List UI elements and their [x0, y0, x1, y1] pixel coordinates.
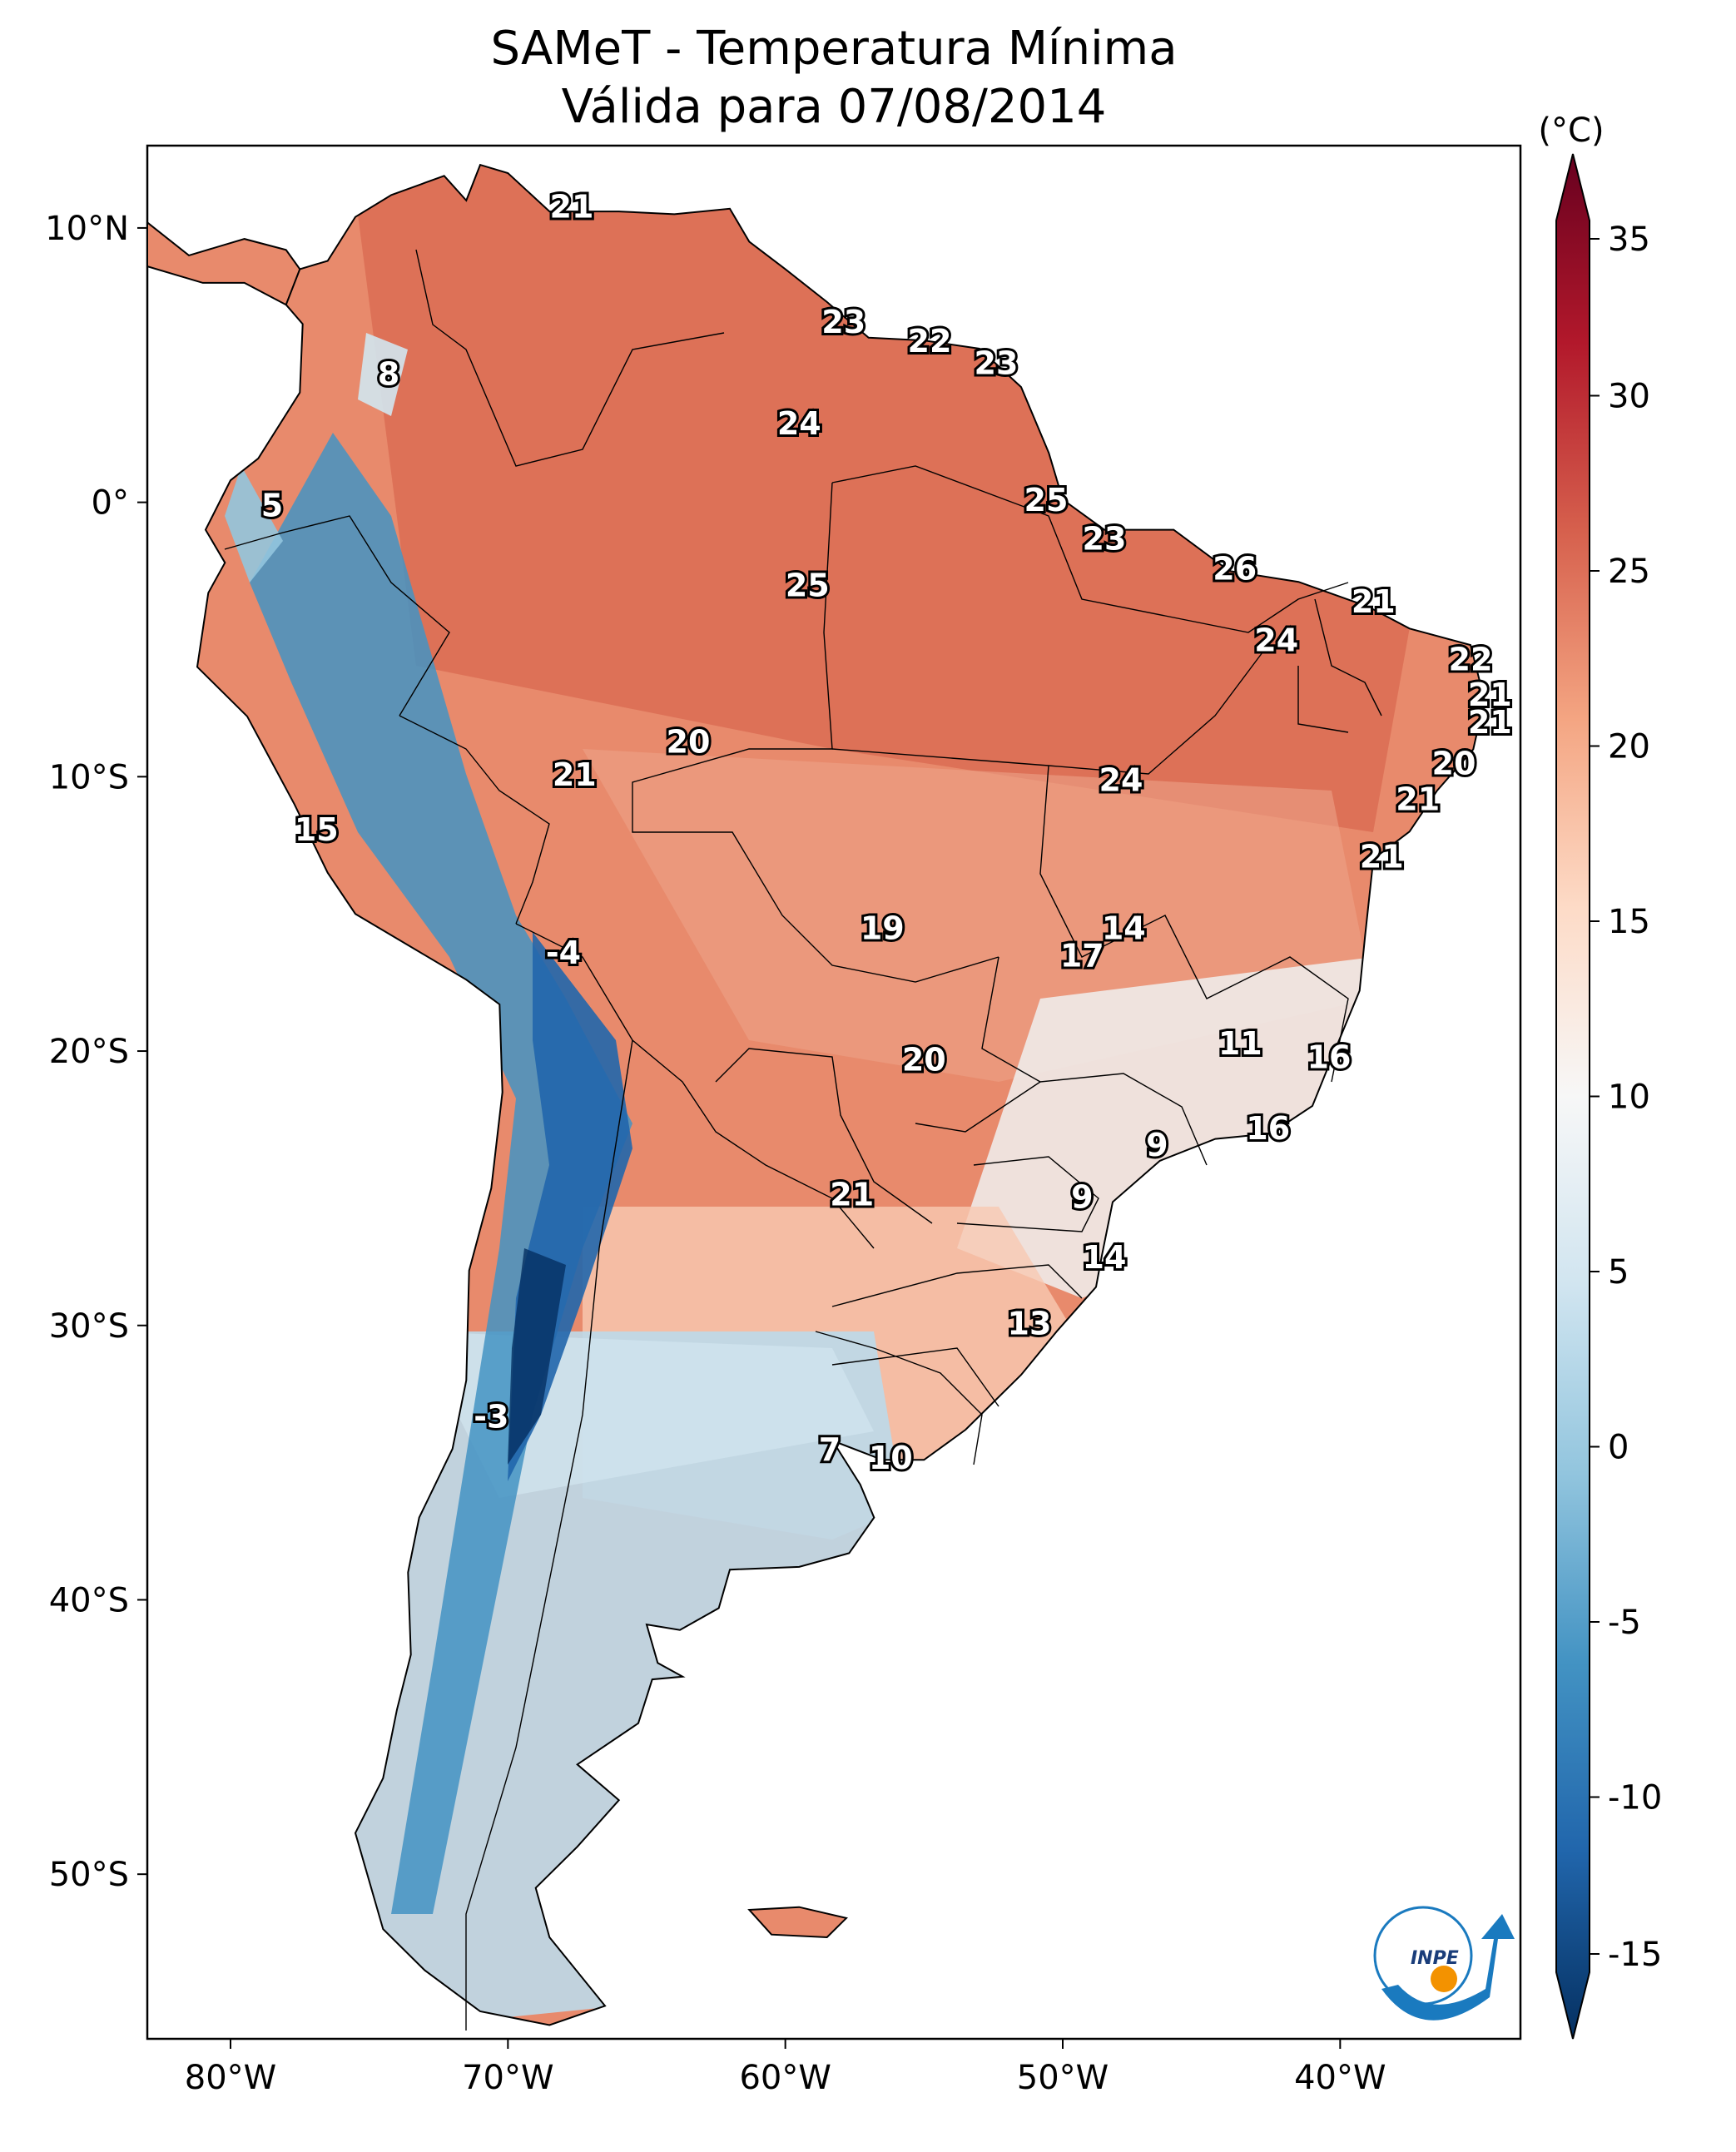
station-value-label: 19	[861, 910, 905, 947]
station-value-label: -3	[474, 1398, 508, 1435]
station-value-label: 21	[1360, 839, 1404, 875]
station-value-label: 21	[550, 188, 594, 225]
lon-tick-label: 70°W	[462, 2059, 553, 2097]
station-value-label: 23	[975, 345, 1019, 381]
colorbar-tick-label: 20	[1608, 728, 1650, 766]
colorbar-tick-label: 35	[1608, 221, 1650, 259]
station-value-label: 23	[821, 304, 866, 340]
station-value-label: 11	[1218, 1025, 1262, 1062]
station-value-label: 21	[1468, 704, 1512, 741]
lat-tick-label: 10°N	[45, 210, 129, 248]
colorbar-tick-label: -10	[1608, 1779, 1662, 1817]
map-subtitle: Válida para 07/08/2014	[561, 80, 1107, 134]
lat-tick-label: 30°S	[49, 1307, 129, 1346]
station-value-label: 21	[1468, 677, 1512, 713]
station-value-label: 25	[786, 567, 830, 603]
station-value-label: 21	[1352, 583, 1396, 620]
colorbar-tick-label: 5	[1608, 1253, 1629, 1292]
logo-text: INPE	[1411, 1948, 1459, 1969]
colorbar: (°C) 35 30 25 20 15 10 5 0 -5 -10 -15	[1538, 112, 1662, 2040]
station-value-label: 20	[902, 1042, 946, 1078]
station-value-label: 24	[1099, 761, 1143, 798]
station-value-label: 8	[378, 356, 399, 393]
station-value-label: 24	[777, 405, 821, 442]
station-value-label: 20	[667, 723, 711, 760]
station-value-label: 7	[819, 1431, 841, 1468]
colorbar-tick-label: 0	[1608, 1429, 1629, 1467]
station-value-label: 5	[261, 488, 283, 524]
borders	[224, 249, 1382, 2031]
colorbar-tick-label: -5	[1608, 1604, 1641, 1642]
station-value-label: 9	[1146, 1127, 1168, 1163]
coastline	[146, 163, 1486, 2026]
lon-tick-label: 50°W	[1017, 2059, 1109, 2097]
colorbar-tick-label: 10	[1608, 1078, 1650, 1117]
station-value-label: -4	[546, 935, 581, 971]
station-value-label: 10	[869, 1440, 913, 1476]
station-value-label: 21	[1396, 781, 1440, 818]
station-value-label: 14	[1102, 910, 1146, 947]
inpe-logo: INPE	[1373, 1906, 1515, 2021]
colorbar-tick-label: 25	[1608, 553, 1650, 591]
station-value-label: 17	[1060, 937, 1104, 974]
colorbar-tick-label: -15	[1608, 1936, 1662, 1974]
lat-tick-label: 50°S	[49, 1856, 129, 1894]
station-value-label: 9	[1071, 1179, 1093, 1216]
lat-tick-label: 0°	[92, 484, 129, 523]
station-value-label: 22	[1449, 641, 1493, 677]
station-value-label: 21	[553, 756, 597, 793]
station-value-label: 21	[830, 1176, 874, 1212]
lat-tick-label: 10°S	[49, 758, 129, 796]
logo-dot	[1431, 1966, 1457, 1992]
lon-tick-label: 60°W	[739, 2059, 831, 2097]
station-value-label: 15	[295, 811, 339, 848]
lat-tick-label: 20°S	[49, 1033, 129, 1071]
lon-tick-label: 80°W	[185, 2059, 276, 2097]
station-value-label: 20	[1432, 746, 1476, 782]
station-value-label: 26	[1213, 551, 1257, 588]
station-value-label: 25	[1024, 482, 1069, 518]
lon-tick-label: 40°W	[1294, 2059, 1386, 2097]
station-value-label: 22	[908, 323, 952, 359]
lat-tick-label: 40°S	[49, 1581, 129, 1619]
station-value-label: 13	[1008, 1305, 1052, 1341]
colorbar-unit: (°C)	[1538, 112, 1604, 150]
station-value-label: 16	[1246, 1110, 1290, 1147]
station-value-label: 16	[1307, 1039, 1352, 1075]
station-value-label: 23	[1083, 520, 1127, 557]
station-value-label: 24	[1254, 622, 1298, 658]
colorbar-tick-label: 15	[1608, 903, 1650, 941]
longitude-axis: 80°W 70°W 60°W 50°W 40°W	[185, 2039, 1386, 2097]
station-value-label: 14	[1083, 1239, 1127, 1276]
map-title: SAMeT - Temperatura Mínima	[490, 22, 1178, 76]
latitude-axis: 10°N 0° 10°S 20°S 30°S 40°S 50°S	[45, 210, 147, 1894]
colorbar-tick-label: 30	[1608, 378, 1650, 416]
colorbar-ticks: 35 30 25 20 15 10 5 0 -5 -10 -15	[1590, 221, 1662, 1974]
colorbar-ramp	[1555, 153, 1590, 2040]
